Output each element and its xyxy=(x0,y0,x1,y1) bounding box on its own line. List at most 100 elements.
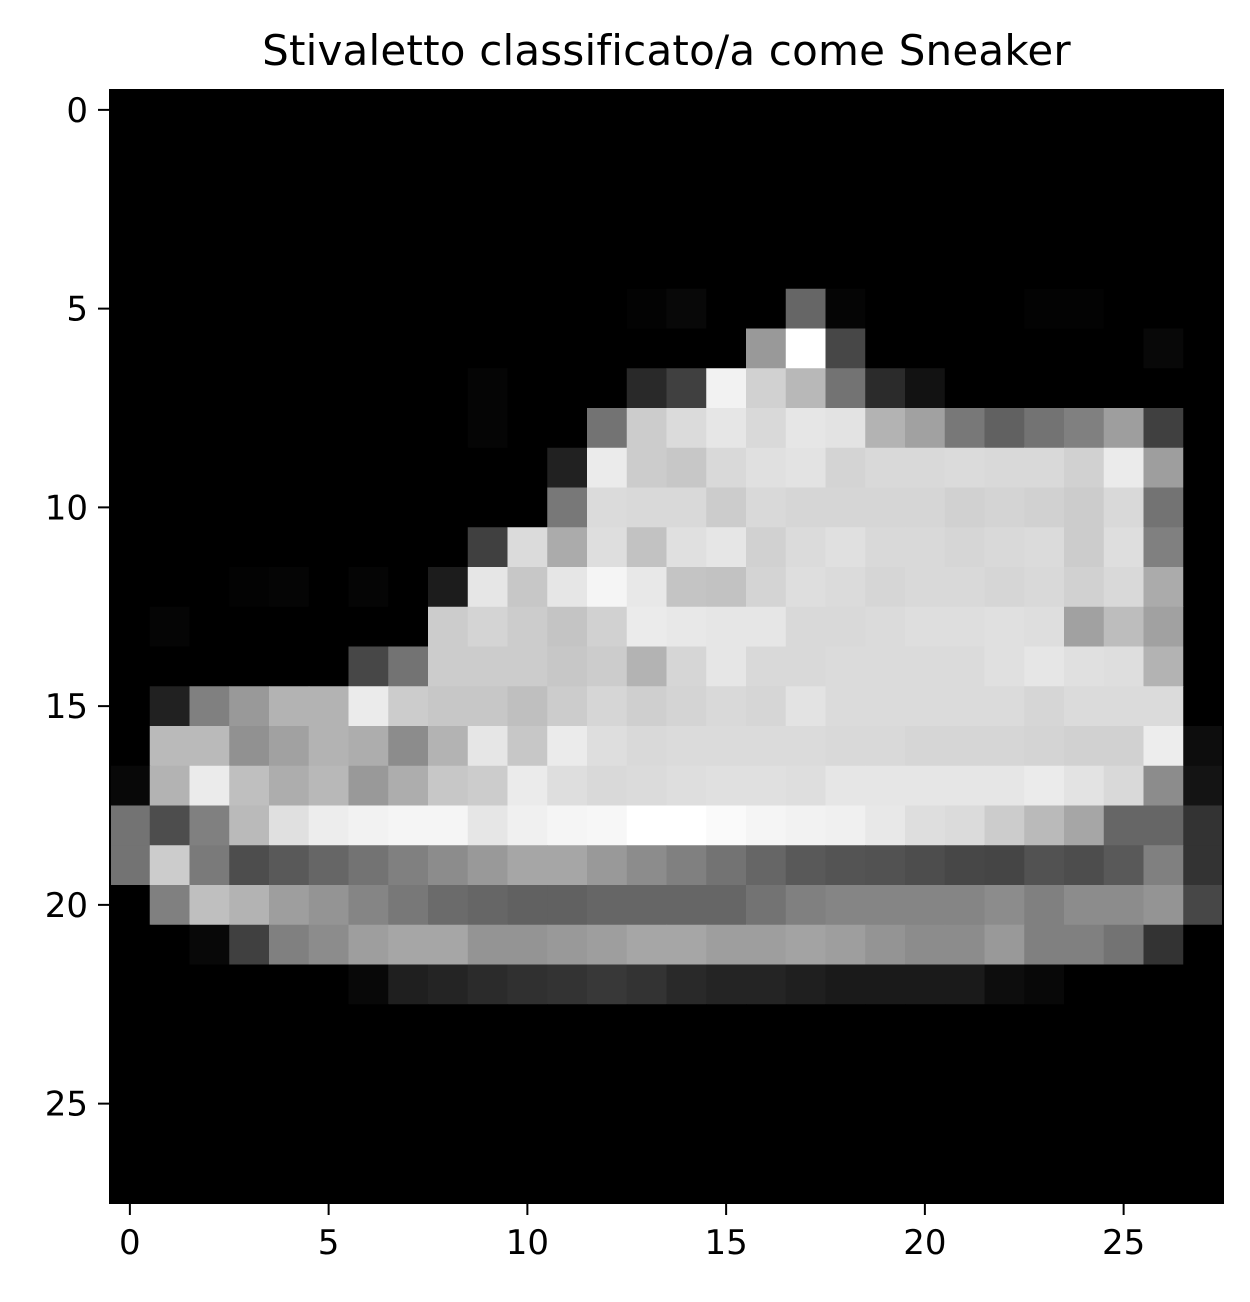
y-tick-label: 5 xyxy=(66,290,88,330)
heatmap-cell xyxy=(1143,487,1184,528)
heatmap-cell xyxy=(229,1004,270,1045)
heatmap-cell xyxy=(706,1044,747,1085)
heatmap-cell xyxy=(348,1044,389,1085)
heatmap-cell xyxy=(189,288,230,330)
heatmap-cell xyxy=(587,169,628,210)
heatmap-cell xyxy=(944,447,986,489)
heatmap-cell xyxy=(865,328,906,369)
heatmap-cell xyxy=(626,1123,668,1164)
heatmap-cell xyxy=(308,90,350,131)
heatmap-cell xyxy=(507,487,548,528)
heatmap-cell xyxy=(1024,845,1065,886)
heatmap-cell xyxy=(1143,805,1184,846)
heatmap-cell xyxy=(825,1044,866,1085)
heatmap-cell xyxy=(944,805,986,846)
heatmap-cell xyxy=(269,924,310,966)
heatmap-cell xyxy=(1143,606,1184,648)
heatmap-cell xyxy=(1024,368,1065,409)
heatmap-cell xyxy=(1064,249,1105,290)
heatmap-cell xyxy=(666,765,707,807)
heatmap-cell xyxy=(110,567,151,608)
heatmap-cell xyxy=(1183,686,1224,727)
heatmap-cell xyxy=(1143,447,1184,489)
heatmap-cell xyxy=(1024,805,1065,846)
heatmap-cell xyxy=(348,408,389,449)
heatmap-cell xyxy=(388,1044,429,1085)
heatmap-cell xyxy=(865,924,906,966)
heatmap-cell xyxy=(189,1044,230,1085)
heatmap-cell xyxy=(1183,805,1224,846)
x-tick-label: 10 xyxy=(506,1223,549,1263)
heatmap-cell xyxy=(944,1004,986,1045)
heatmap-cell xyxy=(308,249,350,290)
heatmap-cell xyxy=(229,606,270,648)
heatmap-cell xyxy=(269,805,310,846)
heatmap-cell xyxy=(1024,209,1065,250)
heatmap-cell xyxy=(905,885,946,926)
heatmap-cell xyxy=(825,765,866,807)
heatmap-cell xyxy=(547,169,588,210)
heatmap-cell xyxy=(428,408,469,449)
heatmap-cell xyxy=(467,288,509,330)
heatmap-cell xyxy=(348,527,389,568)
heatmap-cell xyxy=(428,805,469,846)
heatmap-cell xyxy=(825,646,866,687)
heatmap-cell xyxy=(269,447,310,489)
heatmap-cell xyxy=(110,606,151,648)
heatmap-cell xyxy=(865,765,906,807)
heatmap-cell xyxy=(1064,765,1105,807)
heatmap-cell xyxy=(666,447,707,489)
heatmap-cell xyxy=(746,924,787,966)
axes-frame xyxy=(109,89,1224,1204)
heatmap-cell xyxy=(1024,1044,1065,1085)
heatmap-cell xyxy=(507,209,548,250)
heatmap-cell xyxy=(825,845,866,886)
heatmap-cell xyxy=(825,408,866,449)
heatmap-cell xyxy=(428,845,469,886)
heatmap-cell xyxy=(308,845,350,886)
heatmap-cell xyxy=(149,408,191,449)
heatmap-cell xyxy=(666,646,707,687)
heatmap-cell xyxy=(825,726,866,767)
heatmap-cell xyxy=(825,1083,866,1125)
heatmap-cell xyxy=(388,1163,429,1204)
heatmap-cell xyxy=(308,169,350,210)
heatmap-cell xyxy=(189,1123,230,1164)
heatmap-cell xyxy=(825,805,866,846)
heatmap-cell xyxy=(308,765,350,807)
heatmap-cell xyxy=(348,1163,389,1204)
heatmap-cell xyxy=(229,1123,270,1164)
heatmap-cell xyxy=(1183,1004,1224,1045)
heatmap-cell xyxy=(428,924,469,966)
heatmap-cell xyxy=(229,845,270,886)
heatmap-cell xyxy=(229,487,270,528)
heatmap-cell xyxy=(1024,646,1065,687)
heatmap-cell xyxy=(626,249,668,290)
heatmap-cell xyxy=(110,1123,151,1164)
heatmap-cell xyxy=(905,606,946,648)
heatmap-cell xyxy=(149,249,191,290)
heatmap-cell xyxy=(706,726,747,767)
heatmap-cell xyxy=(1064,90,1105,131)
heatmap-cell xyxy=(865,527,906,568)
heatmap-cell xyxy=(706,924,747,966)
heatmap-cell xyxy=(149,209,191,250)
heatmap-cell xyxy=(110,1004,151,1045)
heatmap-cell xyxy=(269,964,310,1005)
heatmap-cell xyxy=(1183,1163,1224,1204)
heatmap-cell xyxy=(348,765,389,807)
heatmap-cell xyxy=(706,805,747,846)
heatmap-cell xyxy=(1143,209,1184,250)
heatmap-cell xyxy=(1183,90,1224,131)
heatmap-cell xyxy=(467,90,509,131)
heatmap-cell xyxy=(1183,169,1224,210)
heatmap-cell xyxy=(865,567,906,608)
heatmap-cell xyxy=(587,90,628,131)
heatmap-cell xyxy=(428,90,469,131)
heatmap-cell xyxy=(547,1083,588,1125)
heatmap-cell xyxy=(1143,765,1184,807)
heatmap-cell xyxy=(308,328,350,369)
heatmap-cell xyxy=(587,1163,628,1204)
y-tick-label: 25 xyxy=(45,1085,88,1125)
heatmap-cell xyxy=(706,845,747,886)
